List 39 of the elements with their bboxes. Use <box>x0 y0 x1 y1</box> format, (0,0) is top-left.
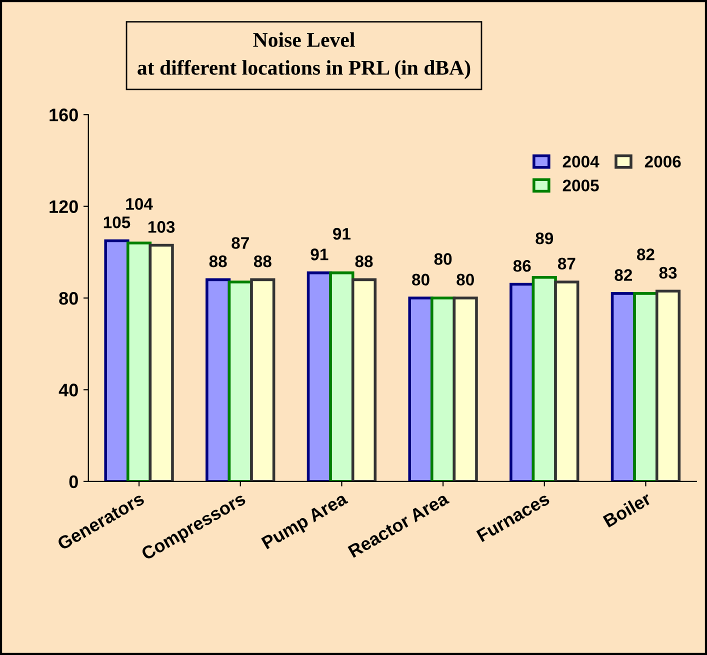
data-label: 103 <box>148 221 175 233</box>
data-label: 80 <box>412 274 430 286</box>
data-label: 80 <box>456 274 474 286</box>
data-label: 86 <box>513 260 531 272</box>
data-label: 105 <box>104 216 130 228</box>
legend-label: 2004 <box>562 156 600 168</box>
bar <box>126 242 152 482</box>
bar <box>250 278 276 482</box>
data-label: 91 <box>310 248 328 260</box>
data-label: 88 <box>209 255 227 268</box>
bar <box>148 244 174 482</box>
bar <box>329 271 354 482</box>
legend-label: 2005 <box>562 180 599 192</box>
bar <box>554 280 580 482</box>
bar <box>430 296 456 482</box>
data-label: 91 <box>333 228 351 240</box>
bar <box>408 296 434 482</box>
legend-label: 2006 <box>644 156 681 168</box>
data-label: 87 <box>558 258 576 270</box>
data-label: 83 <box>659 266 677 279</box>
chart-title: Noise Level at different locations in PRL (in dBA) <box>138 32 470 80</box>
bar <box>206 278 231 482</box>
y-tick-label: 80 <box>59 292 78 305</box>
data-label: 82 <box>636 248 654 260</box>
y-tick-label: 40 <box>58 384 78 396</box>
bar <box>452 296 478 482</box>
data-label: 82 <box>614 269 632 281</box>
bar <box>104 239 130 482</box>
data-label: 80 <box>434 253 452 265</box>
data-label: 88 <box>254 255 272 268</box>
bar <box>351 278 377 482</box>
data-label: 104 <box>126 198 153 210</box>
data-label: 88 <box>355 255 373 268</box>
y-tick-label: 160 <box>50 108 78 122</box>
y-tick-label: 0 <box>69 475 78 488</box>
data-label: 89 <box>536 232 554 244</box>
bar <box>655 290 681 482</box>
data-label: 87 <box>232 237 249 249</box>
y-tick-label: 120 <box>50 200 78 214</box>
